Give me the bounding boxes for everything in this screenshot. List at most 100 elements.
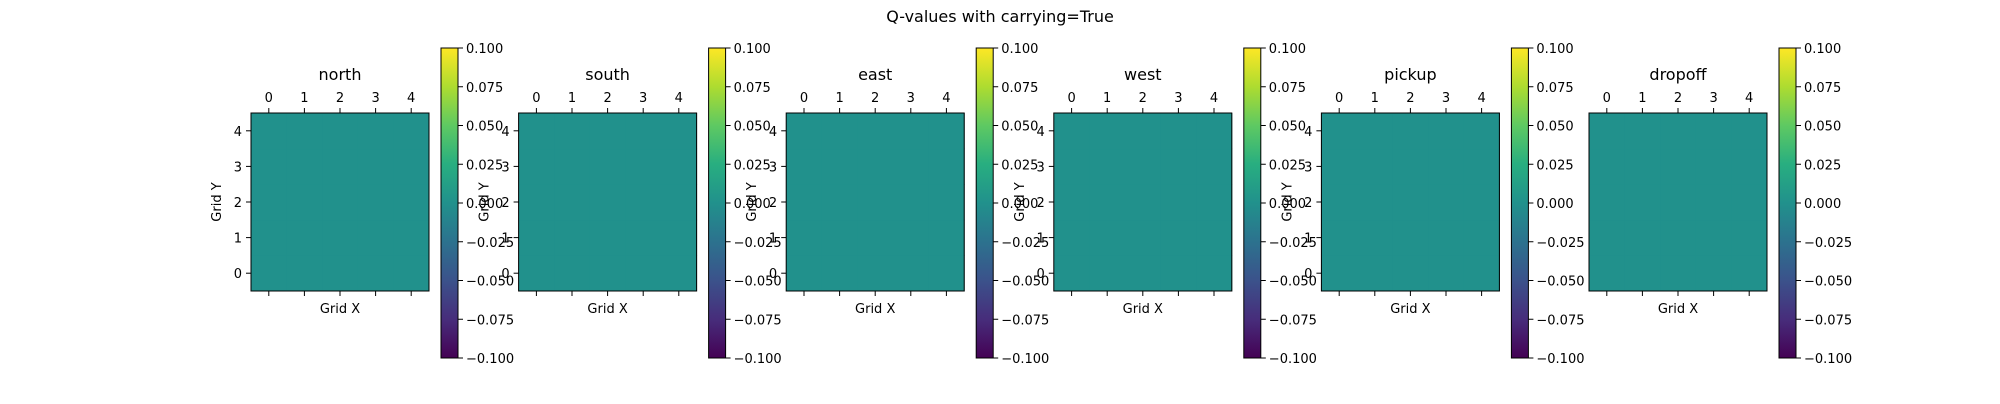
heatmap-cell	[1624, 148, 1661, 185]
heatmap-cell	[1160, 184, 1197, 221]
heatmap-cell	[1695, 184, 1732, 221]
heatmap-cell	[1053, 113, 1090, 150]
heatmap-cell	[1428, 184, 1465, 221]
heatmap-cell	[821, 148, 858, 185]
heatmap-cell	[1695, 113, 1732, 150]
colorbar-tick-label: 0.100	[1269, 42, 1306, 57]
y-tick-label: 0	[501, 267, 509, 282]
heatmap-cell	[893, 184, 930, 221]
colorbar-tick-label: 0.000	[1804, 197, 1841, 212]
colorbar-tick-label: 0.050	[1001, 120, 1038, 135]
heatmap-cell	[1357, 113, 1394, 150]
heatmap-cell	[786, 113, 823, 150]
y-tick-label: 3	[1304, 160, 1312, 175]
panel-title: east	[858, 65, 892, 84]
heatmap-cell	[1357, 255, 1394, 292]
heatmap-cell	[393, 148, 430, 185]
heatmap-cell	[928, 184, 965, 221]
x-tick-label: 2	[871, 91, 879, 106]
heatmap-cell	[393, 255, 430, 292]
colorbar-tick-label: 0.075	[1804, 81, 1841, 96]
heatmap-cell	[1160, 113, 1197, 150]
colorbar-tick-label: 0.050	[466, 120, 503, 135]
colorbar-tick-label: −0.025	[466, 236, 514, 251]
heatmap-cell	[322, 148, 359, 185]
y-tick-label: 2	[1037, 196, 1045, 211]
heatmap-cell	[518, 184, 555, 221]
panel-title: north	[319, 65, 362, 84]
x-axis-label: Grid X	[855, 302, 895, 317]
heatmap-cell	[1660, 219, 1697, 256]
heatmap-cell	[661, 255, 698, 292]
y-tick-label: 1	[1037, 232, 1045, 247]
heatmap-cell	[821, 113, 858, 150]
panel-title: south	[585, 65, 630, 84]
heatmap-cell	[1624, 113, 1661, 150]
y-tick-label: 2	[501, 196, 509, 211]
heatmap-cell	[1589, 219, 1626, 256]
y-tick-label: 0	[1304, 267, 1312, 282]
heatmap-cell	[589, 184, 626, 221]
colorbar-tick-label: −0.075	[1269, 313, 1317, 328]
colorbar-tick-label: 0.000	[734, 197, 771, 212]
heatmap-cell	[1053, 255, 1090, 292]
colorbar-tick-label: −0.050	[1536, 275, 1584, 290]
heatmap-cell	[1589, 255, 1626, 292]
y-tick-label: 1	[1304, 232, 1312, 247]
x-tick-label: 0	[532, 91, 540, 106]
colorbar-tick-label: −0.100	[1536, 352, 1584, 367]
y-tick-label: 1	[501, 232, 509, 247]
heatmap-cell	[1731, 148, 1768, 185]
x-tick-label: 0	[1335, 91, 1343, 106]
x-tick-label: 4	[675, 91, 683, 106]
y-axis-label: Grid Y	[478, 182, 493, 221]
heatmap-cell	[661, 184, 698, 221]
heatmap-cell	[893, 113, 930, 150]
heatmap-cell	[928, 148, 965, 185]
x-tick-label: 1	[568, 91, 576, 106]
y-tick-label: 3	[769, 160, 777, 175]
heatmap-cell	[589, 219, 626, 256]
x-tick-label: 4	[1745, 91, 1753, 106]
heatmap-cell	[821, 219, 858, 256]
heatmap-cell	[821, 255, 858, 292]
heatmap-cell	[1089, 184, 1126, 221]
x-axis-label: Grid X	[587, 302, 627, 317]
x-tick-label: 4	[1477, 91, 1485, 106]
heatmap-panel-dropoff: 0 1 2 3 4 dropoff Grid X −0.100 −0.075 −0.050 −0.0…	[1588, 42, 1852, 367]
heatmap-cell	[1125, 255, 1162, 292]
colorbar-tick-label: −0.100	[1269, 352, 1317, 367]
heatmap-cell	[661, 148, 698, 185]
colorbar-tick-label: −0.025	[1269, 236, 1317, 251]
colorbar-tick-label: −0.075	[466, 313, 514, 328]
colorbar	[708, 47, 727, 359]
heatmap-cell	[393, 219, 430, 256]
y-tick-label: 3	[1037, 160, 1045, 175]
y-tick-label: 4	[1037, 125, 1045, 140]
colorbar-tick-label: 0.025	[1536, 158, 1573, 173]
heatmap-cell	[554, 148, 591, 185]
y-axis-label: Grid Y	[1013, 182, 1028, 221]
heatmap-cell	[357, 255, 394, 292]
heatmap-cell	[1196, 148, 1233, 185]
colorbar-tick-label: −0.025	[1804, 236, 1852, 251]
heatmap-cell	[1125, 184, 1162, 221]
x-tick-label: 1	[300, 91, 308, 106]
heatmap-cell	[1392, 184, 1429, 221]
heatmap-cell	[589, 148, 626, 185]
heatmap-cell	[1357, 219, 1394, 256]
heatmap-cell	[357, 148, 394, 185]
heatmap-cell	[1357, 148, 1394, 185]
heatmap-cell	[1660, 184, 1697, 221]
heatmap-cell	[1392, 148, 1429, 185]
x-tick-label: 0	[1603, 91, 1611, 106]
colorbar	[440, 47, 459, 359]
x-tick-label: 4	[407, 91, 415, 106]
heatmap-cell	[1589, 148, 1626, 185]
colorbar-tick-label: −0.075	[1536, 313, 1584, 328]
heatmap-cell	[786, 255, 823, 292]
heatmap-cell	[518, 148, 555, 185]
colorbar	[1778, 47, 1797, 359]
colorbar-tick-label: 0.025	[734, 158, 771, 173]
